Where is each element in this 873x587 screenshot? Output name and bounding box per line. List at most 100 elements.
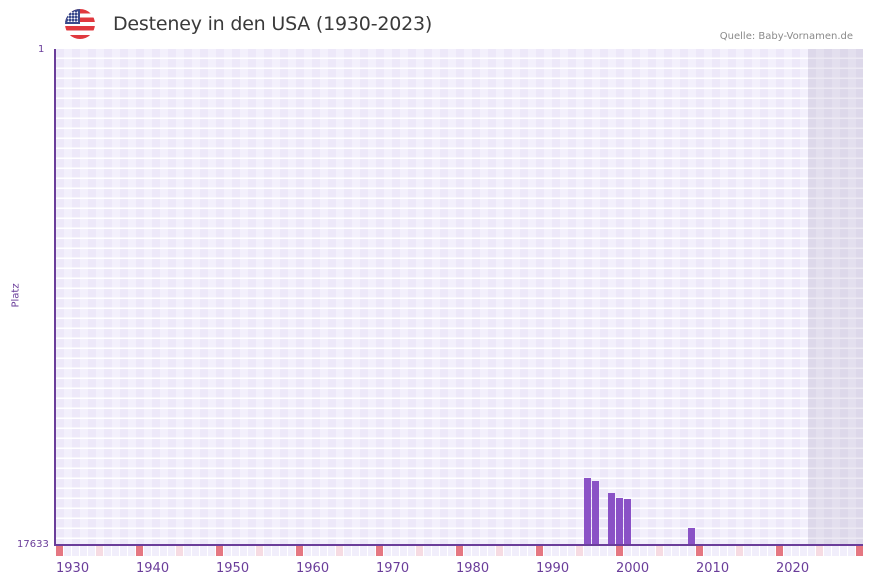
x-tick-label: 1940 [136, 561, 170, 576]
year-marker [784, 546, 791, 556]
bar-2009[interactable] [688, 528, 695, 545]
grid-column [184, 49, 192, 545]
grid-column [440, 49, 448, 545]
year-marker [240, 546, 247, 556]
year-marker [192, 546, 199, 556]
year-marker [600, 546, 607, 556]
year-marker [536, 546, 543, 556]
x-tick-label: 1990 [536, 561, 570, 576]
year-marker [608, 546, 615, 556]
grid-column [168, 49, 176, 545]
grid-column [784, 49, 792, 545]
year-marker [696, 546, 703, 556]
x-tick-label: 1980 [456, 561, 490, 576]
grid-column [600, 49, 608, 545]
year-marker [752, 546, 759, 556]
grid-column [56, 49, 64, 545]
grid-column [368, 49, 376, 545]
y-axis-top-label: 1 [38, 44, 45, 55]
year-marker [648, 546, 655, 556]
year-marker [72, 546, 79, 556]
year-marker [360, 546, 367, 556]
year-marker [480, 546, 487, 556]
grid-column [584, 49, 592, 545]
year-marker [632, 546, 639, 556]
year-marker [720, 546, 727, 556]
year-marker [592, 546, 599, 556]
year-marker [264, 546, 271, 556]
year-marker [168, 546, 175, 556]
grid-column [504, 49, 512, 545]
grid-column [768, 49, 776, 545]
grid-column [640, 49, 648, 545]
year-marker [336, 546, 343, 556]
grid-column [800, 49, 808, 545]
grid-column [752, 49, 760, 545]
x-tick-label: 2010 [696, 561, 730, 576]
grid-column [536, 49, 544, 545]
year-marker [160, 546, 167, 556]
grid-column [760, 49, 768, 545]
grid-column [328, 49, 336, 545]
grid-column [88, 49, 96, 545]
year-marker [144, 546, 151, 556]
grid-column [808, 49, 816, 545]
year-marker [712, 546, 719, 556]
bar-1997[interactable] [592, 481, 599, 545]
year-marker [344, 546, 351, 556]
grid-column [416, 49, 424, 545]
grid-column [304, 49, 312, 545]
grid-column [80, 49, 88, 545]
year-marker [624, 546, 631, 556]
y-axis-title: Platz [10, 283, 22, 308]
grid-column [296, 49, 304, 545]
year-marker [800, 546, 807, 556]
bar-2001[interactable] [624, 499, 631, 545]
year-marker [136, 546, 143, 556]
x-tick-label: 2000 [616, 561, 650, 576]
year-marker [544, 546, 551, 556]
year-marker [736, 546, 743, 556]
year-marker [672, 546, 679, 556]
year-marker [96, 546, 103, 556]
grid-column [496, 49, 504, 545]
bar-1996[interactable] [584, 477, 591, 545]
grid-column [792, 49, 800, 545]
year-marker [688, 546, 695, 556]
year-marker [744, 546, 751, 556]
year-marker [152, 546, 159, 556]
grid-column [424, 49, 432, 545]
grid-column [72, 49, 80, 545]
year-marker [416, 546, 423, 556]
grid-column [848, 49, 856, 545]
year-marker [552, 546, 559, 556]
year-marker [808, 546, 815, 556]
grid-column [720, 49, 728, 545]
year-marker [176, 546, 183, 556]
grid-column [552, 49, 560, 545]
year-marker [208, 546, 215, 556]
year-marker [384, 546, 391, 556]
grid-column [688, 49, 696, 545]
x-axis-line [55, 544, 863, 546]
grid-column [832, 49, 840, 545]
bar-1999[interactable] [608, 493, 615, 545]
grid-column [528, 49, 536, 545]
x-tick-label: 1970 [376, 561, 410, 576]
bar-2000[interactable] [616, 497, 623, 545]
grid-column [592, 49, 600, 545]
year-marker [656, 546, 663, 556]
year-marker [408, 546, 415, 556]
year-marker [80, 546, 87, 556]
year-marker [280, 546, 287, 556]
grid-column [776, 49, 784, 545]
grid-column [144, 49, 152, 545]
year-marker [248, 546, 255, 556]
grid-column [608, 49, 616, 545]
grid-column [664, 49, 672, 545]
year-marker [520, 546, 527, 556]
year-marker [456, 546, 463, 556]
year-marker [728, 546, 735, 556]
year-marker [200, 546, 207, 556]
x-tick-label: 1960 [296, 561, 330, 576]
